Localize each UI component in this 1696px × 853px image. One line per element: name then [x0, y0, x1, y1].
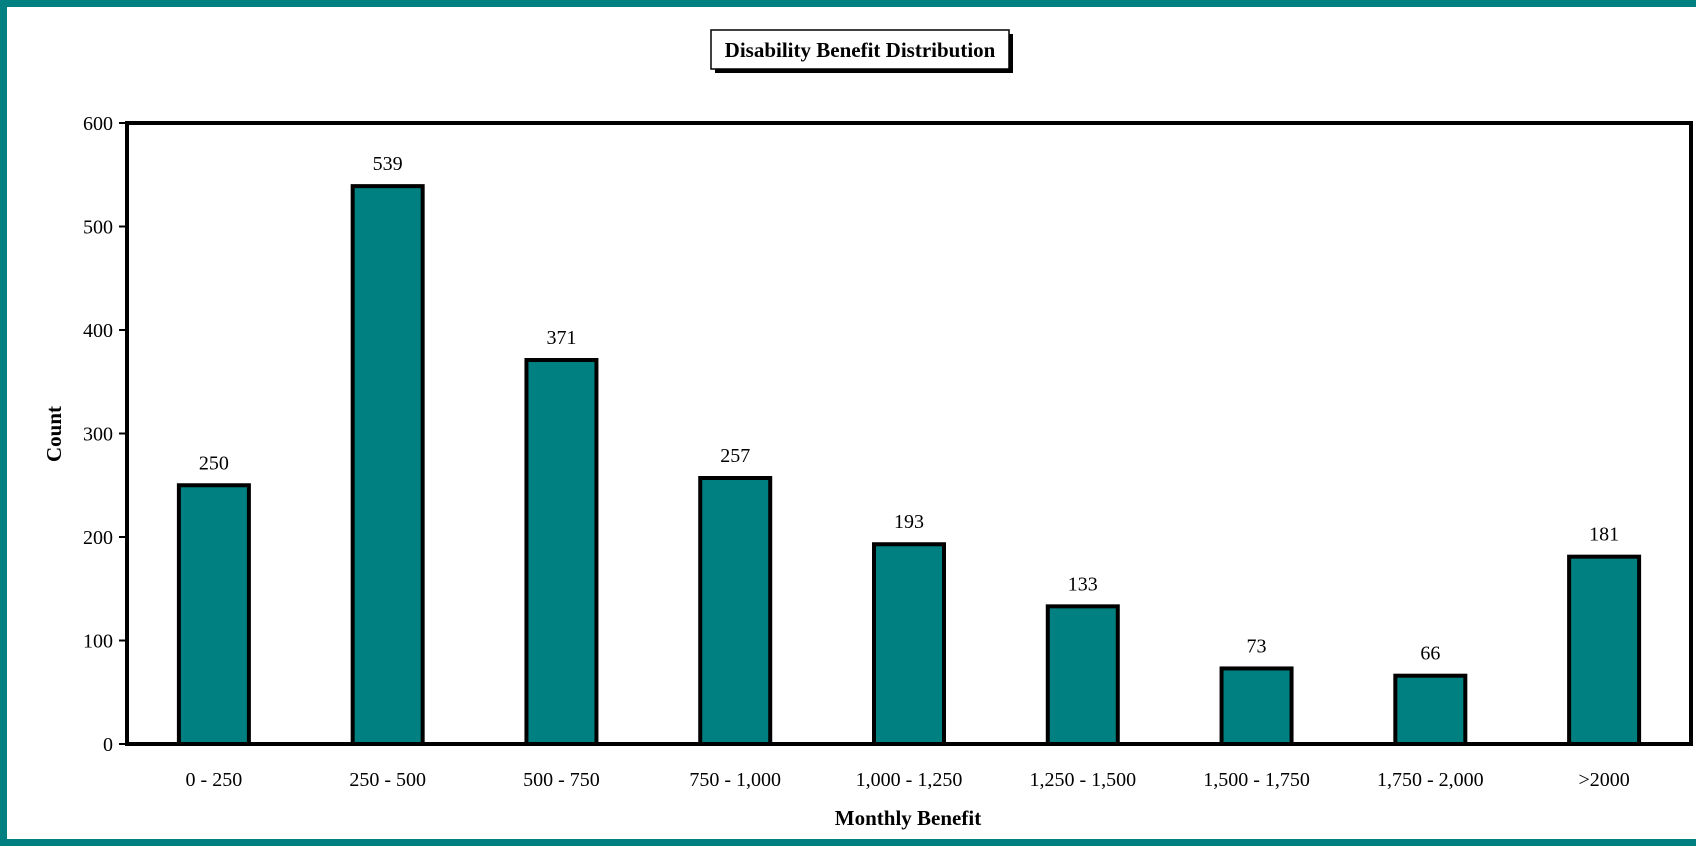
x-tick-label: 750 - 1,000: [689, 769, 781, 791]
bar: [1393, 673, 1468, 746]
bar-value-label: 133: [1068, 573, 1098, 595]
bar: [1045, 604, 1120, 746]
bar-value-label: 181: [1589, 524, 1619, 546]
bar-value-label: 73: [1247, 635, 1267, 657]
x-tick-label: 1,750 - 2,000: [1377, 769, 1484, 791]
bar-value-label: 250: [199, 452, 229, 474]
x-tick-label: 1,500 - 1,750: [1203, 769, 1310, 791]
y-tick-label: 200: [83, 527, 113, 549]
x-tick-label: 1,250 - 1,500: [1029, 769, 1136, 791]
bar-value-label: 539: [373, 153, 403, 175]
x-tick-label: >2000: [1578, 769, 1629, 791]
chart-title: Disability Benefit Distribution: [725, 38, 996, 62]
x-tick-label: 500 - 750: [523, 769, 600, 791]
x-tick-label: 1,000 - 1,250: [856, 769, 963, 791]
bar: [350, 184, 425, 746]
bar: [698, 476, 773, 746]
y-tick-label: 300: [83, 424, 113, 446]
y-tick-label: 100: [83, 631, 113, 653]
y-axis-title: Count: [42, 406, 66, 462]
y-tick-label: 500: [83, 217, 113, 239]
bar: [872, 542, 946, 746]
bar-chart: Disability Benefit Distribution 0 100 200 3…: [42, 29, 1693, 830]
bar: [524, 358, 599, 746]
bar-value-label: 371: [546, 327, 576, 349]
y-tick-label: 600: [83, 113, 113, 135]
bar: [1567, 554, 1642, 746]
bars: 250 539 371 257 193 133 73 66 181: [176, 153, 1642, 747]
bar: [1219, 666, 1294, 747]
y-axis: 0 100 200 300 400 500 600: [83, 113, 127, 756]
y-tick-label: 400: [83, 320, 113, 342]
x-tick-label: 250 - 500: [349, 769, 426, 791]
y-tick-label: 0: [103, 734, 113, 756]
x-tick-label: 0 - 250: [186, 769, 243, 791]
bar-value-label: 66: [1420, 643, 1440, 665]
bar-value-label: 193: [894, 511, 924, 533]
bar-value-label: 257: [720, 445, 750, 467]
x-axis: 0 - 250 250 - 500 500 - 750 750 - 1,000 1,00…: [186, 769, 1630, 791]
bar: [176, 483, 251, 746]
x-axis-title: Monthly Benefit: [835, 806, 981, 830]
chart-title-box: Disability Benefit Distribution: [710, 29, 1013, 73]
